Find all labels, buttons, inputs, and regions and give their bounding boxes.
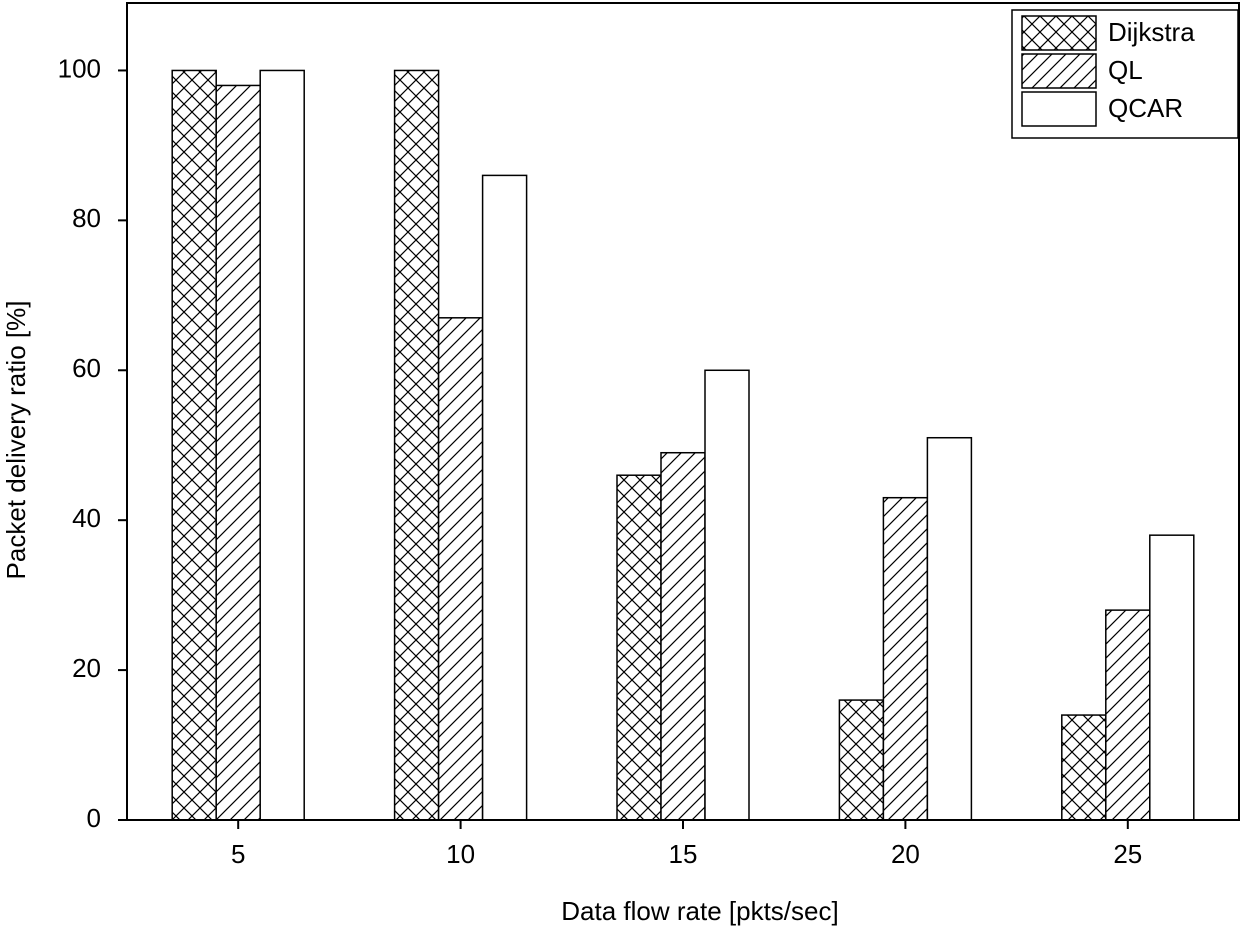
legend-label: Dijkstra (1108, 17, 1195, 47)
bar (882, 496, 929, 821)
bar (393, 69, 440, 821)
y-tick-label: 60 (72, 353, 101, 383)
x-tick-label: 20 (891, 839, 920, 869)
bar (1061, 714, 1107, 821)
bar (616, 474, 662, 821)
x-tick-label: 10 (446, 839, 475, 869)
plot-frame (126, 2, 1240, 821)
bar (1105, 609, 1151, 821)
x-tick-label: 25 (1113, 839, 1142, 869)
y-tick-label: 20 (72, 653, 101, 683)
bar (660, 451, 706, 821)
y-tick-label: 0 (87, 803, 101, 833)
legend-swatch (1021, 15, 1097, 51)
bar (215, 84, 261, 821)
x-axis-label: Data flow rate [pkts/sec] (561, 896, 838, 926)
bar (704, 369, 750, 821)
y-tick-label: 100 (58, 53, 101, 83)
bar (838, 699, 885, 821)
bar (481, 174, 528, 821)
x-tick-label: 15 (669, 839, 698, 869)
y-tick-label: 80 (72, 203, 101, 233)
bar (437, 317, 484, 821)
bar (171, 69, 217, 821)
legend-swatch (1021, 91, 1097, 127)
legend-swatch (1021, 53, 1097, 89)
y-tick-label: 40 (72, 503, 101, 533)
bar (259, 69, 305, 821)
legend-label: QCAR (1108, 93, 1183, 123)
x-tick-label: 5 (231, 839, 245, 869)
legend-label: QL (1108, 55, 1143, 85)
bar (926, 436, 973, 821)
y-axis-label: Packet delivery ratio [%] (1, 301, 31, 580)
bar (1149, 534, 1195, 821)
